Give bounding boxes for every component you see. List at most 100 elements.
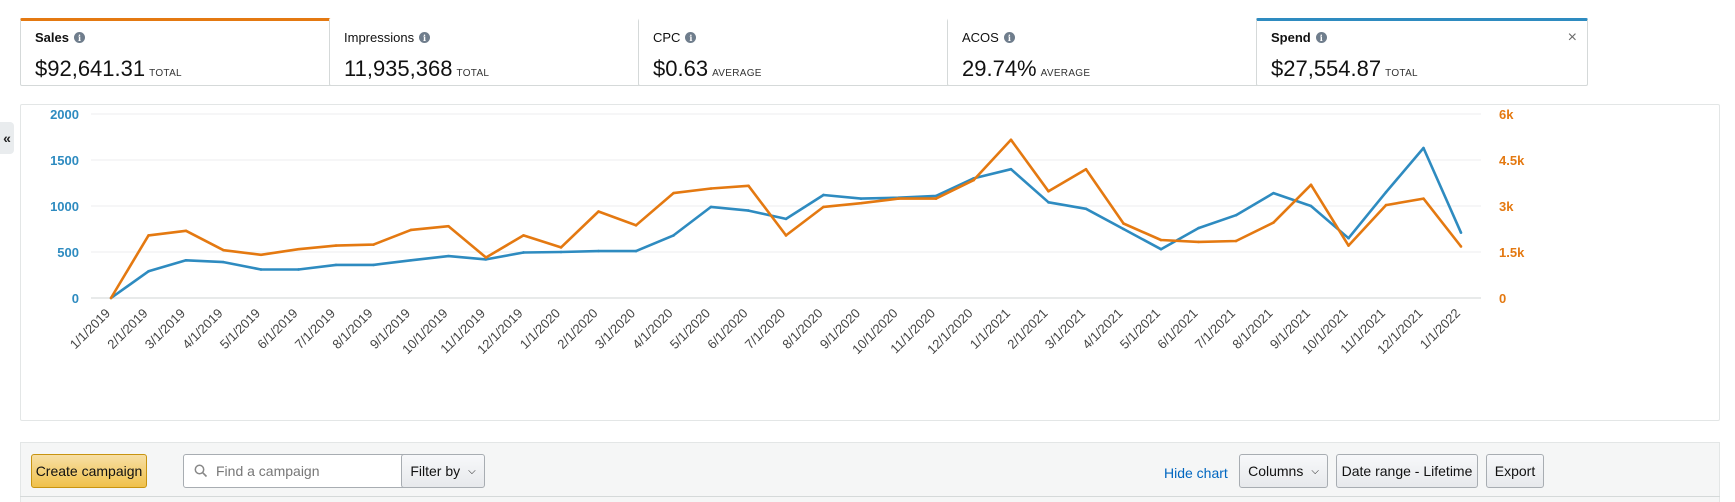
metric-value: $27,554.87 TOTAL: [1271, 56, 1418, 81]
data-point: [409, 258, 413, 262]
right-axis-tick-label: 0: [1499, 291, 1506, 306]
data-point: [1234, 239, 1238, 243]
info-icon[interactable]: i: [1003, 32, 1015, 43]
data-point: [1459, 231, 1463, 234]
x-axis-tick-label: 4/1/2021: [1079, 306, 1125, 352]
data-point: [1047, 189, 1050, 193]
data-point: [109, 296, 113, 300]
metric-value: 11,935,368 TOTAL: [344, 56, 490, 81]
line-chart: 050010001500200001.5k3k4.5k6k1/1/20192/1…: [50, 107, 1525, 357]
metric-card-spend[interactable]: Spend i × $27,554.87 TOTAL: [1256, 18, 1588, 86]
data-point: [859, 201, 863, 205]
data-point: [1309, 204, 1313, 208]
x-axis-tick-label: 2/1/2021: [1004, 306, 1050, 352]
info-icon[interactable]: i: [73, 32, 85, 43]
data-point: [1272, 221, 1275, 224]
data-point: [1009, 138, 1013, 142]
data-point: [297, 247, 300, 251]
data-point: [409, 228, 413, 232]
data-point: [784, 217, 788, 221]
metric-value: $0.63 AVERAGE: [653, 56, 762, 81]
x-axis-tick-label: 2/1/2019: [104, 306, 150, 352]
data-point: [559, 246, 563, 249]
data-point: [822, 193, 825, 197]
data-point: [1309, 183, 1313, 187]
search-input[interactable]: [216, 463, 416, 479]
search-icon: [194, 464, 208, 478]
data-point: [597, 249, 600, 253]
left-axis-tick-label: 1500: [50, 153, 79, 168]
x-axis-tick-label: 1/1/2019: [67, 306, 113, 352]
data-point: [447, 254, 450, 258]
data-point: [297, 268, 300, 271]
data-point: [184, 229, 188, 233]
close-icon[interactable]: ×: [1567, 29, 1577, 46]
hide-chart-link[interactable]: Hide chart: [1164, 465, 1228, 481]
data-point: [859, 197, 863, 200]
data-point: [1422, 146, 1425, 150]
collapse-sidebar-button[interactable]: «: [0, 122, 14, 154]
data-point: [1122, 227, 1125, 231]
data-point: [709, 187, 713, 190]
data-point: [259, 253, 263, 257]
data-point: [1159, 247, 1163, 251]
metric-label: Sales i: [35, 30, 85, 45]
x-axis-tick-label: 7/1/2021: [1192, 306, 1238, 352]
data-point: [747, 184, 750, 188]
left-axis-tick-label: 0: [72, 291, 79, 306]
data-point: [1009, 167, 1013, 171]
data-point: [184, 258, 188, 262]
x-axis-tick-label: 8/1/2020: [779, 306, 825, 352]
columns-button[interactable]: Columns ⌵: [1239, 454, 1328, 488]
metric-label: Impressions i: [344, 30, 431, 45]
date-range-button[interactable]: Date range - Lifetime: [1336, 454, 1478, 488]
right-axis-tick-label: 1.5k: [1499, 245, 1525, 260]
data-point: [784, 234, 788, 237]
metric-value: 29.74% AVERAGE: [962, 56, 1091, 81]
info-icon[interactable]: i: [419, 32, 431, 43]
search-box[interactable]: [183, 454, 433, 488]
metric-label: ACOS i: [962, 30, 1015, 45]
data-point: [597, 210, 600, 213]
data-point: [1384, 203, 1388, 207]
metric-label: Spend i: [1271, 30, 1327, 45]
data-point: [1347, 236, 1350, 240]
data-point: [147, 270, 150, 273]
x-axis-tick-label: 4/1/2020: [629, 306, 675, 352]
data-point: [372, 243, 375, 246]
right-axis-tick-label: 3k: [1499, 199, 1514, 214]
info-icon[interactable]: i: [1315, 32, 1327, 43]
series-line-spend: [110, 146, 1463, 300]
data-point: [522, 251, 525, 254]
data-point: [1084, 207, 1088, 211]
export-button[interactable]: Export: [1486, 454, 1544, 488]
data-point: [259, 268, 263, 271]
info-icon[interactable]: i: [685, 32, 697, 43]
x-axis-tick-label: 5/1/2020: [667, 306, 713, 352]
x-axis-tick-label: 3/1/2020: [592, 306, 638, 352]
metric-label: CPC i: [653, 30, 697, 45]
x-axis-tick-label: 5/1/2019: [217, 306, 263, 352]
right-axis-tick-label: 6k: [1499, 107, 1514, 122]
x-axis-tick-label: 6/1/2019: [254, 306, 300, 352]
data-point: [709, 205, 713, 209]
left-axis-tick-label: 500: [57, 245, 79, 260]
data-point: [972, 178, 975, 182]
x-axis-tick-label: 1/1/2021: [967, 306, 1013, 352]
x-axis-tick-label: 1/1/2020: [517, 306, 563, 352]
chevron-down-icon: ⌵: [468, 465, 476, 477]
x-axis-tick-label: 2/1/2020: [554, 306, 600, 352]
data-point: [559, 250, 563, 254]
create-campaign-button[interactable]: Create campaign: [31, 454, 147, 488]
data-point: [1197, 226, 1200, 230]
data-point: [447, 224, 450, 228]
data-point: [1347, 244, 1350, 247]
data-point: [334, 263, 338, 267]
data-point: [1459, 245, 1463, 248]
filter-by-button[interactable]: Filter by ⌵: [401, 454, 485, 488]
